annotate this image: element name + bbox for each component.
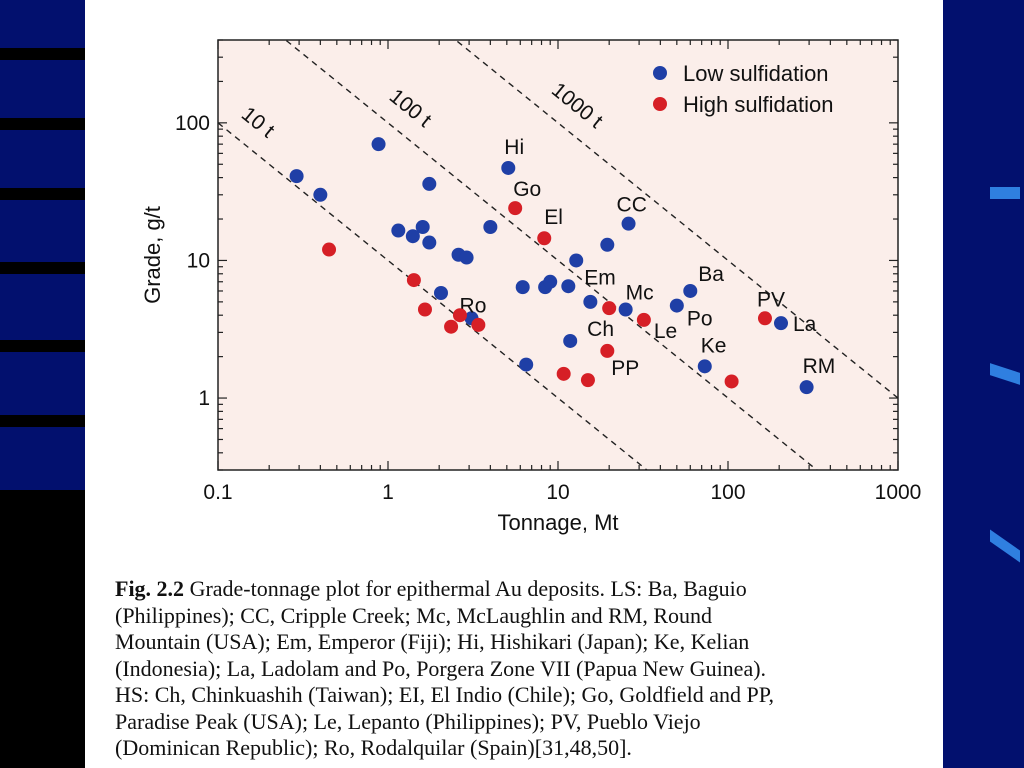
x-tick-label: 1 (382, 481, 394, 504)
high-sulfidation-point (508, 201, 523, 216)
caption-line: Paradise Peak (USA); Le, Lepanto (Philip… (115, 708, 701, 734)
point-label: Em (584, 266, 616, 289)
bg-stripe (0, 48, 85, 60)
low-sulfidation-point (371, 137, 386, 152)
low-sulfidation-point (515, 280, 530, 295)
x-tick-label: 100 (710, 481, 745, 504)
legend-label: High sulfidation (683, 92, 833, 117)
bg-stripe (0, 415, 85, 427)
low-sulfidation-point (569, 253, 584, 268)
low-sulfidation-point (583, 294, 598, 309)
y-tick-label: 100 (175, 112, 210, 135)
high-sulfidation-point (417, 302, 432, 317)
point-label: Ch (587, 318, 614, 341)
bg-mark (990, 187, 1020, 199)
x-tick-label: 10 (546, 481, 569, 504)
y-axis-label: Grade, g/t (140, 206, 165, 304)
legend-label: Low sulfidation (683, 61, 829, 86)
axis-ticks (217, 39, 899, 471)
low-sulfidation-point (799, 380, 814, 395)
low-sulfidation-point (422, 235, 437, 250)
y-tick-label: 1 (198, 387, 210, 410)
legend-marker (653, 97, 667, 111)
high-sulfidation-point (471, 317, 486, 332)
high-sulfidation-point (636, 312, 651, 327)
point-label: Ke (701, 334, 727, 357)
point-label: La (793, 313, 817, 336)
point-label: Le (654, 320, 677, 343)
high-sulfidation-point (600, 343, 615, 358)
y-tick-label: 10 (187, 249, 210, 272)
legend-marker (653, 66, 667, 80)
low-sulfidation-point (543, 274, 558, 289)
high-sulfidation-point (580, 373, 595, 388)
x-axis-label: Tonnage, Mt (497, 510, 618, 535)
point-label: Go (513, 178, 541, 201)
contour-line (218, 122, 649, 470)
point-label: Ba (698, 263, 724, 286)
high-sulfidation-point (322, 242, 337, 257)
high-sulfidation-point (724, 374, 739, 389)
low-sulfidation-point (683, 283, 698, 298)
low-sulfidation-point (600, 237, 615, 252)
bg-stripe (0, 188, 85, 200)
low-sulfidation-point (405, 229, 420, 244)
point-label: CC (617, 194, 647, 217)
point-label: El (544, 206, 563, 229)
low-sulfidation-point (415, 220, 430, 235)
low-sulfidation-point (289, 169, 304, 184)
low-sulfidation-point (501, 160, 516, 175)
low-sulfidation-point (391, 223, 406, 238)
high-sulfidation-point (602, 301, 617, 316)
low-sulfidation-point (483, 220, 498, 235)
point-label: Ro (460, 294, 487, 317)
low-sulfidation-point (313, 187, 328, 202)
bg-stripe (0, 490, 85, 768)
low-sulfidation-point (621, 216, 636, 231)
bg-stripe (0, 340, 85, 352)
low-sulfidation-point (459, 250, 474, 265)
figure-caption: Fig. 2.2 Grade-tonnage plot for epitherm… (115, 576, 915, 762)
low-sulfidation-point (422, 176, 437, 191)
bg-mark (990, 363, 1020, 385)
caption-line: Grade-tonnage plot for epithermal Au dep… (189, 576, 747, 601)
caption-line: (Philippines); CC, Cripple Creek; Mc, Mc… (115, 602, 713, 628)
point-label: PV (757, 288, 785, 311)
high-sulfidation-point (757, 311, 772, 326)
x-tick-label: 1000 (875, 481, 922, 504)
high-sulfidation-point (406, 273, 421, 288)
high-sulfidation-point (452, 308, 467, 323)
bg-mark (990, 529, 1020, 563)
point-label: Po (687, 308, 713, 331)
grade-tonnage-chart: 10 t 100 t 1000 t0.1 1 10 100 1000110100Tonnag… (140, 39, 922, 535)
low-sulfidation-point (697, 359, 712, 374)
low-sulfidation-point (433, 286, 448, 301)
point-label: Hi (504, 136, 524, 159)
x-tick-label: 0.1 (203, 481, 232, 504)
caption-label: Fig. 2.2 (115, 576, 185, 601)
bg-stripe (0, 118, 85, 130)
high-sulfidation-point (444, 319, 459, 334)
point-label: RM (803, 355, 836, 378)
low-sulfidation-point (669, 298, 684, 313)
caption-line: (Indonesia); La, Ladolam and Po, Porgera… (115, 655, 767, 681)
slide-page: 10 t 100 t 1000 t 0.1 1 10 100 1000 1 10 100 Tonnag… (85, 0, 943, 768)
point-label: PP (611, 357, 639, 380)
low-sulfidation-point (561, 279, 576, 294)
high-sulfidation-point (556, 366, 571, 381)
high-sulfidation-point (537, 231, 552, 246)
low-sulfidation-point (618, 302, 633, 317)
contour-group (218, 40, 898, 470)
caption-line: Mountain (USA); Em, Emperor (Fiji); Hi, … (115, 629, 750, 654)
caption-line: HS: Ch, Chinkuashih (Taiwan); EI, El Ind… (115, 682, 775, 707)
contour-line (284, 40, 819, 470)
contour-line (454, 40, 898, 399)
low-sulfidation-point (519, 357, 534, 372)
low-sulfidation-point (563, 333, 578, 348)
bg-stripe (0, 262, 85, 274)
caption-line: (Dominican Republic); Ro, Rodalquilar (S… (115, 735, 632, 760)
point-label: Mc (626, 282, 654, 305)
low-sulfidation-point (773, 316, 788, 331)
